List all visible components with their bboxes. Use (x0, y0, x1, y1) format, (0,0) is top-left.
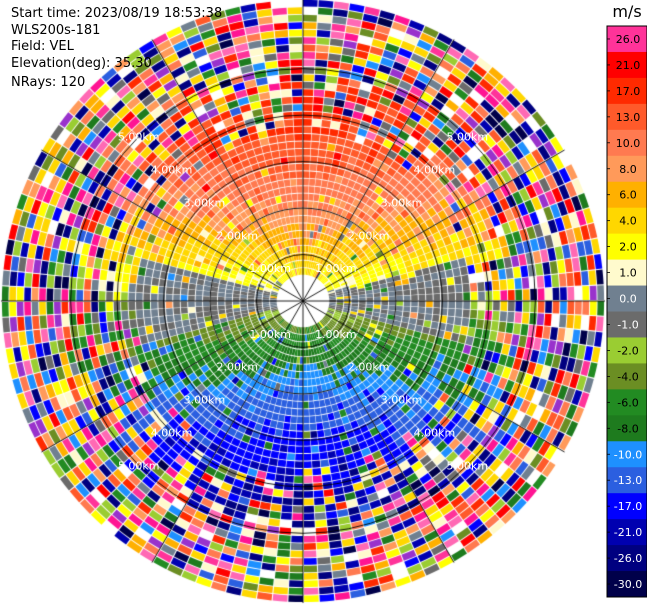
instrument-name: WLS200s-181 (11, 22, 101, 38)
nrays: NRays: 120 (11, 75, 86, 90)
header-info: Start time: 2023/08/19 18:53:38 WLS200s-… (11, 6, 222, 92)
elevation: Elevation(deg): 35.30 (11, 55, 152, 71)
field-name: Field: VEL (11, 39, 74, 54)
start-time: Start time: 2023/08/19 18:53:38 (11, 6, 223, 21)
